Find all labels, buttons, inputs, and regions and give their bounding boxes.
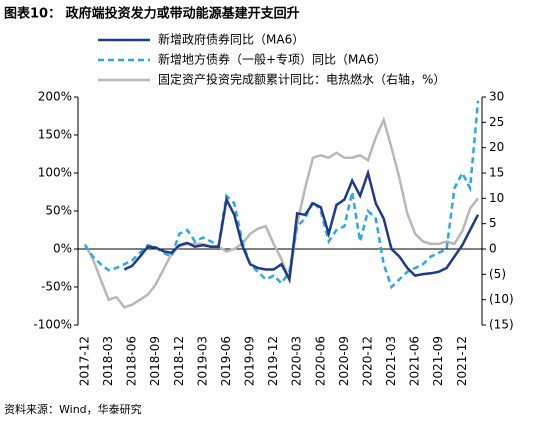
x-tick-label: 2018-12 xyxy=(172,336,186,386)
x-tick-label: 2019-12 xyxy=(266,336,280,386)
y2-tick-label: 15 xyxy=(489,166,504,180)
series-line xyxy=(83,116,479,309)
x-tick-label: 2018-06 xyxy=(125,336,139,386)
y-tick-label: 0% xyxy=(53,242,72,256)
y2-tick-label: 0 xyxy=(489,242,497,256)
y-tick-label: -50% xyxy=(41,280,72,294)
legend-label: 新增地方债券（一般+专项）同比（MA6） xyxy=(158,52,386,67)
x-tick-label: 2020-12 xyxy=(360,336,374,386)
series-line xyxy=(123,168,480,284)
x-tick-label: 2020-03 xyxy=(290,336,304,386)
x-tick-label: 2019-09 xyxy=(243,336,257,386)
x-tick-label: 2021-09 xyxy=(431,336,445,386)
x-tick-label: 2021-06 xyxy=(408,336,422,386)
x-tick-label: 2020-06 xyxy=(313,336,327,386)
y2-tick-label: 5 xyxy=(489,216,497,230)
x-tick-label: 2020-09 xyxy=(337,336,351,386)
y2-tick-label: (10) xyxy=(489,292,514,306)
x-tick-label: 2019-03 xyxy=(195,336,209,386)
y-tick-label: 50% xyxy=(45,204,72,218)
x-tick-label: 2019-06 xyxy=(219,336,233,386)
legend-label: 固定资产投资完成额累计同比：电热燃水（右轴，%） xyxy=(158,72,445,87)
y2-tick-label: 20 xyxy=(489,140,504,154)
x-tick-label: 2021-03 xyxy=(384,336,398,386)
x-tick-label: 2018-03 xyxy=(101,336,115,386)
y2-tick-label: 30 xyxy=(489,90,504,104)
y-tick-label: 150% xyxy=(38,128,72,142)
y-tick-label: 200% xyxy=(38,90,72,104)
x-tick-label: 2017-12 xyxy=(78,336,92,386)
x-tick-label: 2018-09 xyxy=(148,336,162,386)
y2-tick-label: 25 xyxy=(489,115,504,129)
source-note: 资料来源：Wind，华泰研究 xyxy=(4,402,142,416)
x-tick-label: 2021-12 xyxy=(455,336,469,386)
y2-tick-label: 10 xyxy=(489,191,504,205)
legend-label: 新增政府债券同比（MA6） xyxy=(158,32,304,47)
y2-tick-label: (5) xyxy=(489,267,506,281)
chart-title: 图表10： 政府端投资发力或带动能源基建开支回升 xyxy=(4,6,300,22)
y-tick-label: -100% xyxy=(33,318,72,332)
y2-tick-label: (15) xyxy=(489,318,514,332)
y-tick-label: 100% xyxy=(38,166,72,180)
